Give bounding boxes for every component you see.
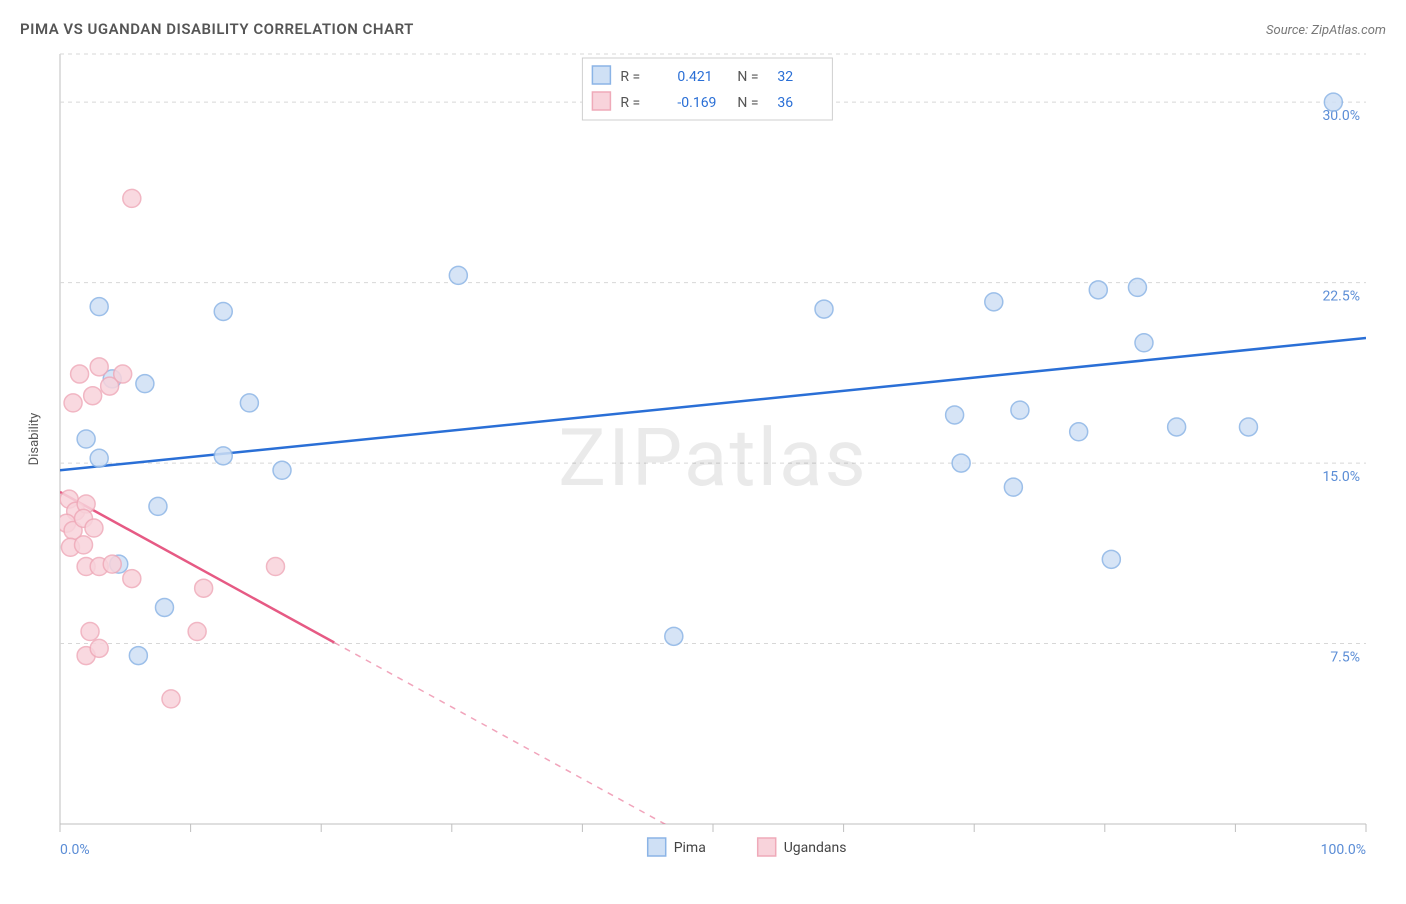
chart-title: PIMA VS UGANDAN DISABILITY CORRELATION C…	[20, 20, 414, 38]
data-point	[1102, 550, 1120, 568]
data-point	[214, 447, 232, 465]
data-point	[1004, 478, 1022, 496]
legend-series-label: Pima	[674, 840, 706, 856]
data-point	[85, 519, 103, 537]
data-point	[188, 623, 206, 641]
data-point	[1128, 278, 1146, 296]
data-point	[90, 449, 108, 467]
data-point	[81, 623, 99, 641]
chart-header: PIMA VS UGANDAN DISABILITY CORRELATION C…	[20, 20, 1386, 38]
scatter-plot: 7.5% 15.0% 22.5% 30.0% 0.0% 100.0% Disability Z…	[20, 44, 1386, 884]
watermark: ZIPatlas	[558, 411, 868, 505]
data-point	[1011, 401, 1029, 419]
data-point	[214, 302, 232, 320]
data-point	[90, 298, 108, 316]
legend-n-label: N =	[737, 95, 758, 111]
data-point	[952, 454, 970, 472]
data-point	[103, 555, 121, 573]
data-point	[266, 558, 284, 576]
x-tick-min: 0.0%	[60, 842, 90, 858]
y-tick-label: 15.0%	[1322, 469, 1360, 485]
legend-swatch	[592, 92, 610, 110]
data-point	[985, 293, 1003, 311]
data-point	[195, 579, 213, 597]
legend-swatch	[758, 838, 776, 856]
data-point	[75, 536, 93, 554]
data-point	[1089, 281, 1107, 299]
y-tick-label: 30.0%	[1322, 108, 1360, 124]
data-point	[136, 375, 154, 393]
y-axis-label: Disability	[27, 413, 42, 466]
data-point	[162, 690, 180, 708]
legend-n-value: 36	[777, 95, 793, 111]
data-point	[1135, 334, 1153, 352]
data-point	[77, 430, 95, 448]
data-point	[946, 406, 964, 424]
chart-source: Source: ZipAtlas.com	[1266, 23, 1386, 38]
data-point	[123, 570, 141, 588]
data-point	[149, 497, 167, 515]
legend-swatch	[592, 66, 610, 84]
data-point	[155, 598, 173, 616]
legend-r-label: R =	[620, 95, 640, 111]
data-point	[240, 394, 258, 412]
chart-container: PIMA VS UGANDAN DISABILITY CORRELATION C…	[20, 20, 1386, 884]
data-point	[449, 266, 467, 284]
data-point	[1324, 93, 1342, 111]
legend-n-label: N =	[737, 69, 758, 85]
data-point	[665, 627, 683, 645]
data-point	[1168, 418, 1186, 436]
data-point	[123, 189, 141, 207]
data-point	[84, 387, 102, 405]
legend-n-value: 32	[777, 69, 793, 85]
legend-series-label: Ugandans	[784, 840, 847, 856]
data-point	[1070, 423, 1088, 441]
data-point	[114, 365, 132, 383]
y-tick-label: 22.5%	[1322, 289, 1360, 305]
data-point	[1239, 418, 1257, 436]
legend-r-value: 0.421	[677, 69, 712, 85]
data-point	[90, 358, 108, 376]
legend-swatch	[648, 838, 666, 856]
x-tick-max: 100.0%	[1321, 842, 1366, 858]
data-point	[129, 647, 147, 665]
legend-r-value: -0.169	[677, 95, 716, 111]
data-point	[90, 639, 108, 657]
data-point	[273, 461, 291, 479]
data-point	[815, 300, 833, 318]
legend-r-label: R =	[620, 69, 640, 85]
data-point	[71, 365, 89, 383]
y-tick-label: 7.5%	[1330, 650, 1360, 666]
data-point	[64, 394, 82, 412]
